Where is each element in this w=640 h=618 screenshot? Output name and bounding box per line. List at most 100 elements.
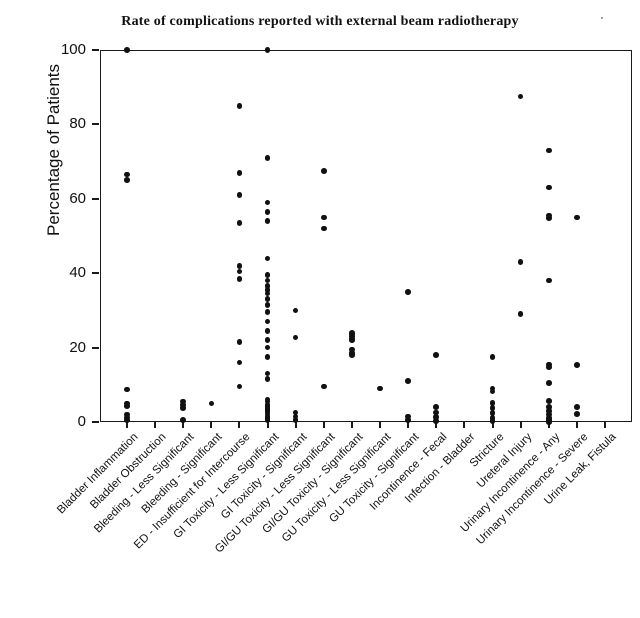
data-point (517, 93, 524, 100)
x-tick-mark (547, 422, 550, 428)
data-point (264, 283, 271, 289)
x-tick-mark (294, 422, 297, 428)
data-point (180, 405, 187, 411)
y-tick-label: 80 (69, 115, 86, 133)
data-point (321, 214, 327, 221)
x-tick-mark (350, 422, 353, 428)
data-point (405, 417, 411, 423)
data-point (124, 386, 130, 393)
data-point (405, 378, 411, 384)
data-point (489, 385, 496, 392)
data-point (433, 418, 440, 424)
x-tick-mark (407, 422, 410, 428)
y-tick-label: 0 (77, 413, 86, 430)
data-point (264, 296, 271, 303)
data-point (264, 398, 271, 405)
y-tick-mark (92, 49, 99, 51)
data-point (545, 215, 552, 221)
data-point (124, 177, 130, 183)
data-point (264, 354, 271, 360)
data-point (433, 414, 440, 420)
y-tick-mark (92, 123, 99, 126)
data-point (236, 220, 243, 226)
data-point (124, 47, 130, 53)
x-tick-mark (575, 422, 578, 428)
data-point (433, 404, 440, 410)
data-point (264, 277, 271, 284)
chart-title: Rate of complications reported with exte… (121, 14, 519, 29)
data-point (236, 262, 243, 269)
data-point (545, 398, 552, 404)
data-point (236, 275, 243, 282)
data-point (574, 214, 580, 221)
data-point (124, 411, 130, 418)
x-tick-mark (154, 422, 157, 428)
data-point (236, 359, 243, 366)
y-tick-label: 40 (69, 264, 86, 282)
data-point (124, 403, 130, 409)
data-point (264, 309, 271, 316)
data-point (405, 413, 411, 420)
x-tick-mark (379, 422, 382, 428)
data-point (292, 409, 299, 416)
data-point (545, 419, 552, 425)
y-tick-mark (92, 421, 99, 423)
data-point (545, 277, 552, 284)
x-tick-mark (238, 422, 241, 428)
data-point (264, 376, 271, 382)
data-point (264, 287, 271, 293)
data-point (264, 318, 271, 325)
data-point (517, 259, 524, 265)
data-point (377, 385, 383, 392)
data-point (349, 352, 355, 358)
y-tick-mark (92, 346, 99, 349)
y-tick-mark (92, 197, 99, 200)
data-point (292, 307, 299, 314)
data-point (574, 411, 580, 417)
y-tick-label: 20 (69, 338, 86, 356)
data-point (321, 168, 327, 174)
data-point (321, 225, 327, 232)
data-point (236, 192, 243, 198)
data-point (264, 290, 271, 297)
data-point (545, 411, 552, 418)
data-point (292, 417, 299, 423)
data-point (264, 218, 271, 224)
data-point (236, 169, 243, 176)
data-point (489, 388, 496, 395)
data-point (264, 47, 271, 53)
y-tick-label: 100 (60, 41, 86, 58)
data-point (433, 409, 440, 416)
data-point (236, 383, 243, 390)
data-point (180, 398, 187, 405)
data-point (264, 255, 271, 262)
stray-mark (601, 17, 603, 19)
data-point (574, 362, 580, 368)
x-tick-mark (491, 422, 494, 428)
data-point (236, 103, 243, 109)
x-tick-mark (126, 422, 128, 428)
data-point (264, 337, 271, 343)
data-point (264, 302, 271, 308)
x-tick-mark (519, 422, 522, 428)
data-point (489, 354, 496, 360)
data-point (236, 268, 243, 275)
y-tick-label: 60 (69, 189, 86, 207)
x-tick-mark (210, 422, 213, 428)
x-tick-mark (604, 422, 606, 428)
data-point (545, 404, 552, 410)
data-point (433, 352, 440, 358)
data-point (264, 272, 271, 278)
data-point (489, 418, 496, 424)
data-point (236, 339, 243, 345)
data-point (292, 413, 299, 420)
data-point (545, 147, 552, 154)
y-tick-mark (92, 272, 99, 275)
y-axis-label: Percentage of Patients (44, 63, 64, 236)
data-point (489, 400, 496, 406)
data-point (124, 417, 130, 423)
data-point (264, 417, 271, 423)
data-point (574, 404, 580, 410)
x-tick-mark (266, 422, 269, 428)
